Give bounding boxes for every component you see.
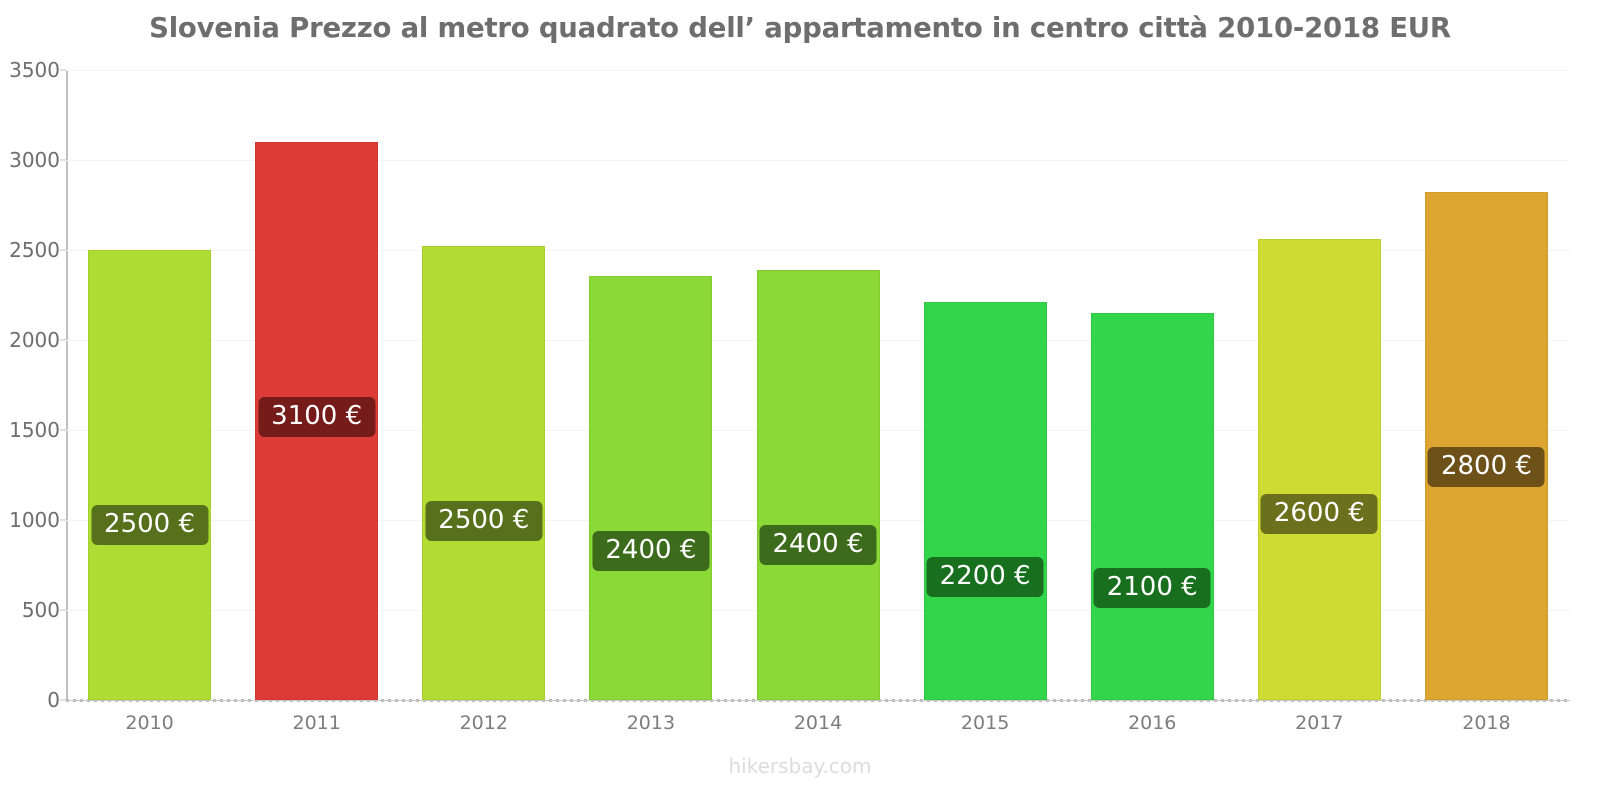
y-tick-mark (60, 519, 66, 521)
x-tick-label-2010: 2010 (125, 712, 174, 734)
x-tick-label-2015: 2015 (960, 712, 1010, 734)
value-label-2014: 2400 € (759, 524, 877, 565)
bar-2013[interactable] (589, 276, 713, 700)
y-tick-mark (60, 159, 66, 161)
bar-2014[interactable] (756, 269, 880, 700)
bar-2015[interactable] (923, 302, 1047, 700)
bar-2016[interactable] (1090, 313, 1214, 700)
value-label-2012: 2500 € (425, 501, 543, 542)
gridline-0 (66, 700, 1570, 701)
gridline-2500 (66, 250, 1570, 251)
plot-area (66, 70, 1570, 700)
footer-watermark: hikersbay.com (728, 754, 872, 778)
value-label-2011: 3100 € (258, 397, 376, 437)
bar-2018[interactable] (1424, 191, 1548, 700)
bar-2010[interactable] (88, 250, 212, 700)
value-label-2013: 2400 € (592, 531, 710, 572)
y-tick-label: 500 (21, 598, 60, 622)
x-tick-label-2016: 2016 (1128, 712, 1177, 734)
value-label-2018: 2800 € (1427, 446, 1545, 487)
y-tick-mark (60, 339, 66, 341)
y-tick-label: 2500 (9, 238, 60, 262)
y-tick-mark (60, 429, 66, 431)
y-tick-mark (60, 69, 66, 71)
bar-2017[interactable] (1257, 239, 1381, 700)
y-tick-mark (60, 249, 66, 251)
gridline-3000 (66, 160, 1570, 161)
y-tick-label: 3500 (9, 58, 60, 82)
x-tick-label-2011: 2011 (292, 712, 341, 734)
chart-title: Slovenia Prezzo al metro quadrato dell’ … (149, 12, 1451, 44)
value-label-2017: 2600 € (1260, 494, 1378, 535)
y-tick-label: 3000 (9, 148, 60, 172)
x-tick-label-2013: 2013 (626, 712, 676, 734)
y-tick-label: 1000 (9, 508, 60, 532)
y-axis-line (66, 70, 68, 702)
y-tick-mark (60, 609, 66, 611)
value-label-2010: 2500 € (91, 505, 209, 545)
gridline-3500 (66, 70, 1570, 71)
value-label-2015: 2200 € (926, 557, 1044, 598)
x-tick-label-2017: 2017 (1295, 712, 1344, 734)
bar-2012[interactable] (422, 246, 546, 700)
value-label-2016: 2100 € (1093, 568, 1211, 608)
x-tick-label-2012: 2012 (459, 712, 508, 734)
y-tick-label: 2000 (9, 328, 60, 352)
y-tick-label: 0 (47, 688, 60, 712)
y-tick-label: 1500 (9, 418, 60, 442)
y-tick-mark (60, 699, 66, 701)
x-tick-label-2014: 2014 (793, 712, 843, 734)
x-tick-label-2018: 2018 (1462, 712, 1511, 734)
